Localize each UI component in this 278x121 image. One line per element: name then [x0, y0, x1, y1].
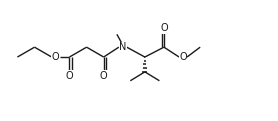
- Text: O: O: [100, 71, 108, 81]
- Text: O: O: [179, 52, 187, 62]
- Text: O: O: [52, 52, 59, 62]
- Text: O: O: [160, 23, 168, 33]
- Text: O: O: [66, 71, 73, 81]
- Text: N: N: [119, 42, 126, 52]
